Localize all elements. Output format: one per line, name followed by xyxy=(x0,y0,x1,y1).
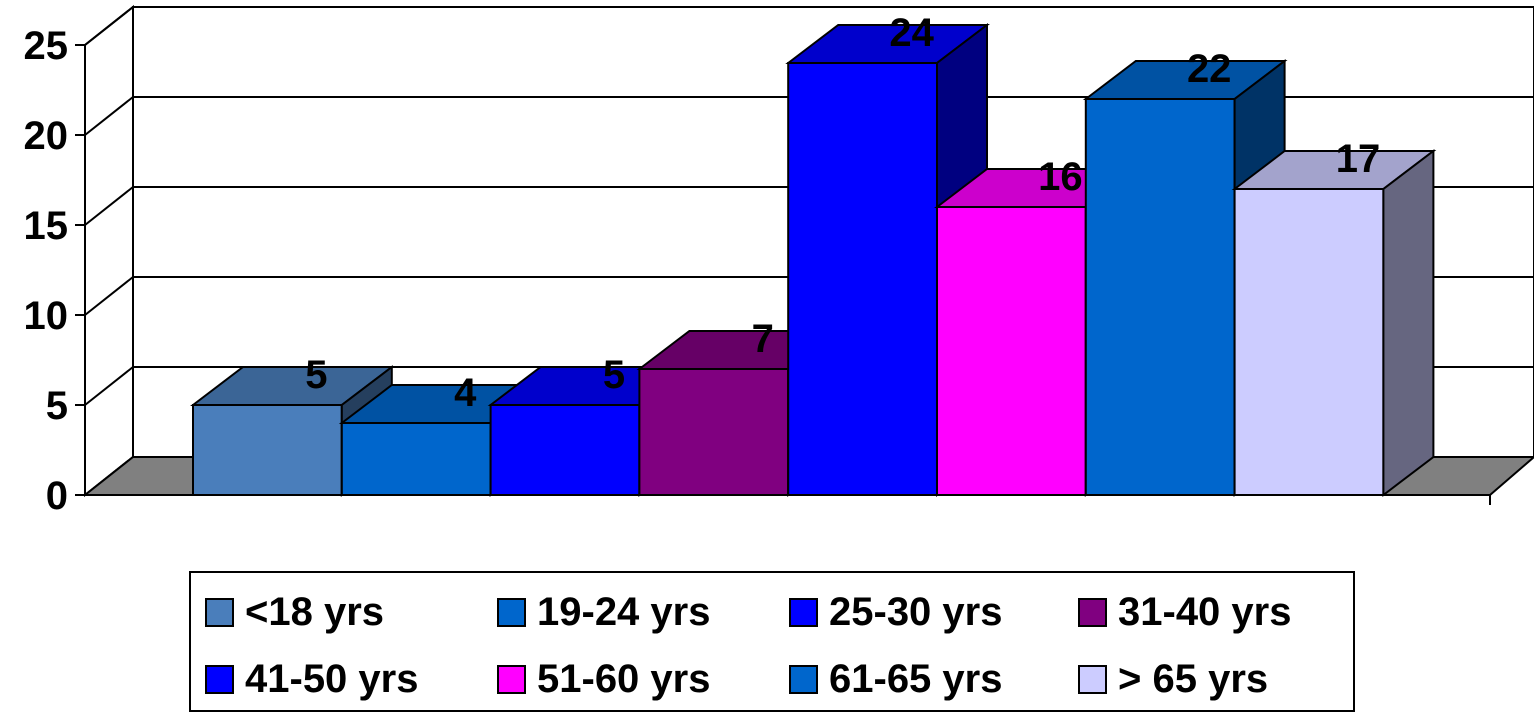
legend-item: 25-30 yrs xyxy=(789,588,1002,636)
bar-side xyxy=(1382,148,1435,498)
gridline-side xyxy=(84,186,134,226)
bar-front xyxy=(638,368,790,496)
legend-label: 19-24 yrs xyxy=(537,589,711,634)
legend-label: > 65 yrs xyxy=(1118,656,1269,701)
data-label: 4 xyxy=(454,371,477,415)
side-wall xyxy=(84,4,134,498)
legend-label: 61-65 yrs xyxy=(829,656,1003,701)
tick-label: 20 xyxy=(24,114,69,158)
legend-swatch xyxy=(497,664,526,694)
data-labels: 5 4 5 7 24 16 22 17 xyxy=(305,11,1380,415)
legend-item: 61-65 yrs xyxy=(789,655,1002,703)
legend-item: 31-40 yrs xyxy=(1078,588,1291,636)
tick-label: 10 xyxy=(24,294,69,338)
chart-plot: 0 5 10 15 20 25 5 4 5 7 24 16 22 17 xyxy=(24,4,1534,518)
tick-labels: 0 5 10 15 20 25 xyxy=(24,24,69,518)
bar-front xyxy=(936,206,1087,496)
bar-front xyxy=(489,404,641,496)
legend-item: 51-60 yrs xyxy=(497,655,710,703)
legend-item: > 65 yrs xyxy=(1078,655,1268,703)
tick-label: 0 xyxy=(46,474,68,518)
bars xyxy=(190,22,1437,498)
legend-label: 51-60 yrs xyxy=(537,656,711,701)
bar xyxy=(338,382,544,498)
bar-front xyxy=(787,62,938,496)
gridline-side xyxy=(84,6,134,46)
gridline-side xyxy=(84,276,134,316)
data-label: 5 xyxy=(603,353,625,397)
legend-swatch xyxy=(1078,597,1107,627)
gridline-side xyxy=(84,366,134,406)
data-label: 22 xyxy=(1187,47,1232,91)
legend-swatch xyxy=(205,664,234,694)
data-label: 24 xyxy=(889,11,934,55)
legend-swatch xyxy=(789,597,818,627)
legend-label: 31-40 yrs xyxy=(1118,589,1292,634)
bar-front xyxy=(340,422,492,496)
legend: <18 yrs 19-24 yrs 25-30 yrs 31-40 yrs 41-50 … xyxy=(189,571,1355,712)
data-label: 16 xyxy=(1038,155,1083,199)
bar-front xyxy=(1084,98,1236,496)
tick-label: 5 xyxy=(46,384,68,428)
bar-front xyxy=(192,404,343,496)
legend-swatch xyxy=(497,597,526,627)
legend-item: 19-24 yrs xyxy=(497,588,710,636)
data-label: 7 xyxy=(752,317,774,361)
legend-swatch xyxy=(1078,664,1107,694)
gridline-side xyxy=(84,96,134,136)
legend-item: 41-50 yrs xyxy=(205,655,418,703)
legend-label: 25-30 yrs xyxy=(829,589,1003,634)
data-label: 5 xyxy=(305,353,327,397)
bar-front xyxy=(1233,188,1385,496)
legend-swatch xyxy=(205,597,234,627)
legend-swatch xyxy=(789,664,818,694)
legend-item: <18 yrs xyxy=(205,588,384,636)
tick-label: 25 xyxy=(24,24,69,68)
legend-label: 41-50 yrs xyxy=(245,656,419,701)
bar xyxy=(1231,148,1437,498)
tick-label: 15 xyxy=(24,204,69,248)
legend-label: <18 yrs xyxy=(245,589,385,634)
data-label: 17 xyxy=(1336,137,1381,181)
